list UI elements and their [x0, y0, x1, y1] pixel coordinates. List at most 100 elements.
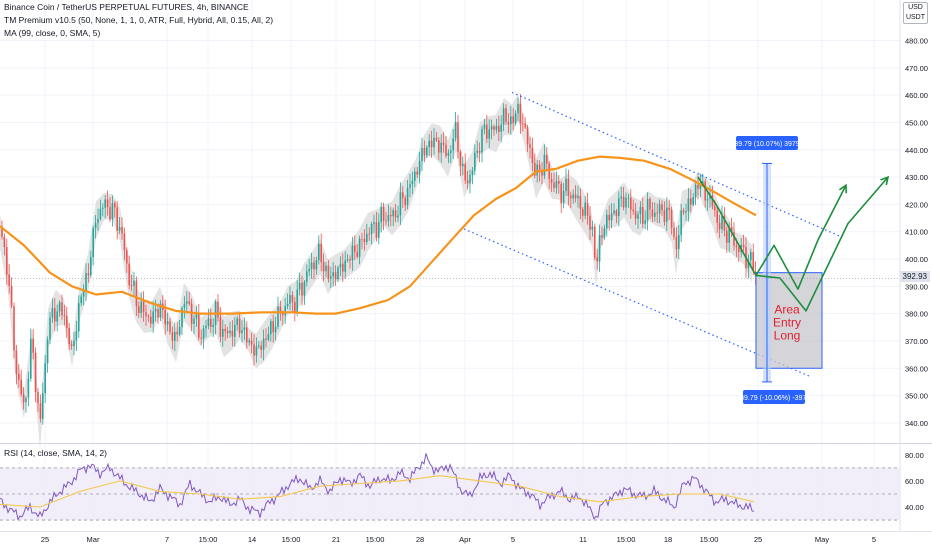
candle-body: [303, 281, 306, 296]
candle-body: [514, 113, 517, 124]
candle-body: [747, 260, 750, 269]
currency-badge[interactable]: USD USDT: [902, 2, 928, 24]
candle-body: [174, 331, 176, 341]
candle-body: [99, 208, 102, 219]
time-tick-label: 28: [416, 535, 424, 544]
candle-body: [574, 194, 577, 199]
candle-body: [562, 191, 565, 204]
candle-body: [325, 265, 327, 272]
candle-body: [661, 204, 663, 211]
ma-line: [0, 155, 757, 315]
candle-body: [1, 226, 3, 237]
candle-body: [694, 184, 697, 198]
candle-body: [318, 243, 320, 261]
candle-body: [46, 339, 49, 364]
candle-body: [277, 306, 279, 327]
candle-body: [255, 346, 258, 356]
premium-band-area: [0, 93, 752, 450]
candle-body: [584, 202, 586, 216]
candle-body: [440, 142, 442, 153]
candle-body: [538, 164, 541, 172]
rsi-line: [0, 453, 755, 521]
chart-title: Binance Coin / TetherUS PERPETUAL FUTURE…: [4, 2, 249, 12]
price-tick-label: 410.00: [905, 228, 928, 237]
candle-body: [106, 199, 109, 208]
candle-body: [711, 195, 714, 207]
area-entry-long-text: Long: [774, 329, 801, 343]
candle-body: [253, 344, 255, 356]
time-tick-label: 18: [664, 535, 672, 544]
candle-body: [154, 309, 157, 312]
candle-body: [294, 302, 296, 313]
candle-body: [176, 331, 178, 335]
candle-body: [742, 244, 745, 247]
currency-line-2: USDT: [905, 14, 925, 21]
candle-body: [524, 123, 526, 128]
candle-body: [553, 182, 555, 188]
candle-body: [332, 272, 334, 277]
candle-body: [404, 197, 406, 206]
candle-body: [13, 306, 15, 351]
candle-body: [313, 262, 315, 270]
candle-body: [490, 126, 493, 130]
candle-body: [394, 210, 397, 218]
candle-body: [61, 302, 63, 316]
candle-body: [262, 338, 265, 350]
indicator-ma-label[interactable]: MA (99, close, 0, SMA, 5): [4, 28, 101, 38]
candle-body: [476, 150, 478, 153]
candle-body: [140, 301, 142, 314]
candle-body: [752, 252, 754, 272]
candle-body: [646, 199, 649, 221]
candle-body: [721, 215, 723, 230]
candle-body: [690, 198, 692, 205]
indicator-tm-premium-label[interactable]: TM Premium v10.5 (50, None, 1, 1, 0, ATR…: [4, 15, 274, 25]
time-tick-label: 5: [511, 535, 515, 544]
candlesticks: [1, 94, 757, 425]
candle-body: [486, 124, 488, 139]
candle-body: [207, 318, 210, 326]
rsi-label[interactable]: RSI (14, close, SMA, 14, 2): [4, 448, 107, 458]
projection-path-2: [755, 176, 889, 312]
candle-body: [142, 301, 145, 313]
candle-body: [373, 222, 375, 225]
candle-body: [632, 209, 634, 212]
time-tick-label: May: [815, 535, 829, 544]
candle-body: [289, 295, 291, 304]
candle-body: [526, 127, 529, 145]
price-tick-label: 400.00: [905, 255, 928, 264]
candle-body: [265, 338, 267, 340]
candle-body: [733, 232, 735, 246]
candle-body: [222, 328, 224, 337]
candle-body: [418, 160, 421, 175]
time-tick-label: Mar: [87, 535, 100, 544]
candle-body: [536, 164, 538, 176]
candle-body: [603, 228, 606, 238]
candle-body: [104, 199, 106, 208]
candle-body: [315, 260, 318, 270]
candle-body: [680, 210, 682, 235]
candle-body: [164, 309, 166, 325]
candle-body: [649, 199, 651, 210]
candle-body: [150, 316, 152, 324]
candle-body: [642, 206, 644, 224]
candle-body: [358, 238, 361, 257]
candle-body: [308, 268, 310, 272]
candle-body: [591, 226, 594, 230]
candle-body: [387, 215, 390, 222]
candle-body: [430, 140, 433, 148]
candle-body: [22, 394, 25, 403]
candle-body: [25, 397, 27, 403]
candle-body: [111, 203, 114, 220]
candle-body: [673, 228, 675, 237]
candle-body: [608, 214, 610, 221]
candle-body: [248, 340, 250, 343]
candle-body: [541, 171, 543, 176]
candle-body: [402, 192, 404, 198]
candle-body: [145, 312, 147, 317]
candle-body: [495, 126, 498, 130]
candle-body: [500, 124, 502, 132]
price-tick-label: 380.00: [905, 310, 928, 319]
candle-body: [382, 207, 385, 221]
